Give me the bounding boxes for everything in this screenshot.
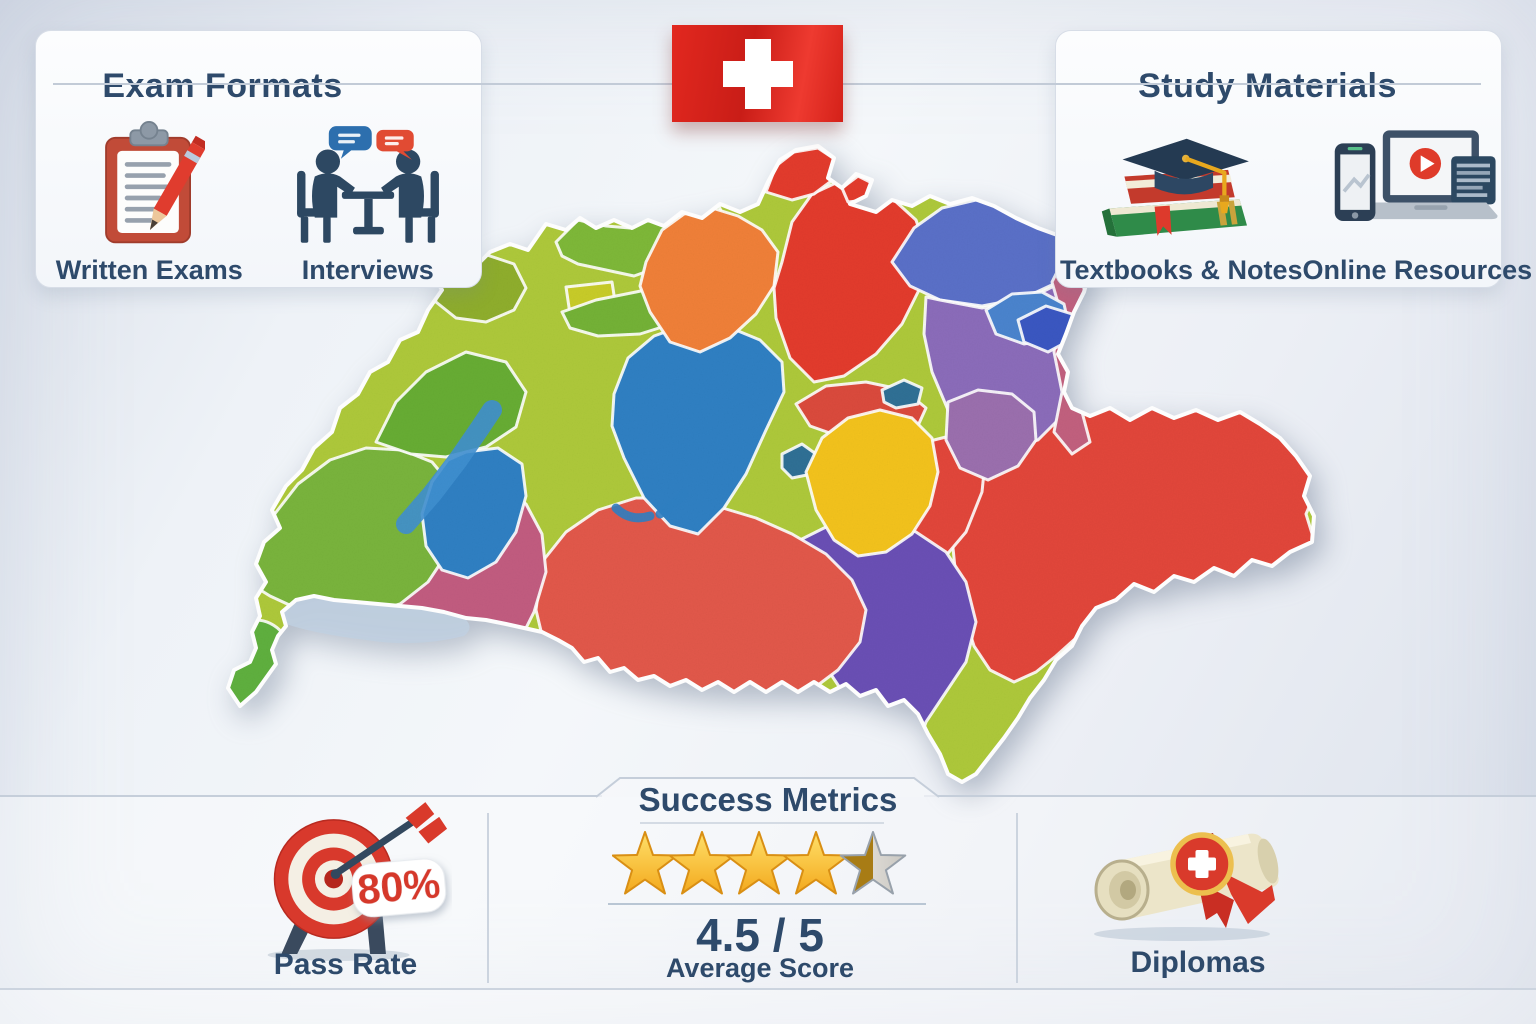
metrics-title: Success Metrics (638, 781, 898, 818)
written-exams-item: Written Exams (40, 121, 259, 286)
metrics-top-line-left (0, 795, 602, 797)
metrics-divider-right (1016, 813, 1018, 983)
metrics-title-underline (640, 822, 884, 824)
study-materials-panel: Study Materials (1055, 30, 1532, 288)
bottom-border-line (0, 988, 1536, 990)
textbooks-item: Textbooks & Notes (1060, 123, 1303, 286)
diplomas-label: Diplomas (1130, 946, 1266, 979)
metrics-divider-left (487, 813, 489, 983)
online-resources-item: Online Resources (1302, 123, 1533, 286)
average-score-label: Average Score (665, 953, 855, 983)
diploma-scroll-icon (1094, 832, 1279, 941)
interviews-item: Interviews (259, 123, 478, 286)
written-exams-label: Written Exams (55, 255, 243, 285)
star-rating (612, 831, 907, 895)
target-arrow-icon: 80% (267, 802, 448, 961)
study-materials-title: Study Materials (1138, 67, 1397, 105)
pass-rate-label: Pass Rate (273, 948, 418, 981)
metrics-tab (596, 777, 940, 798)
stars-underline (608, 903, 926, 905)
interviews-label: Interviews (301, 255, 434, 285)
footer-strip (0, 990, 1536, 1024)
exam-formats-panel: Exam Formats (35, 30, 482, 288)
online-resources-label: Online Resources (1302, 255, 1533, 285)
pass-rate-value: 80% (355, 860, 442, 913)
clipboard-pencil-icon (93, 121, 206, 245)
exam-formats-title: Exam Formats (102, 67, 343, 105)
metrics-section (0, 797, 1536, 988)
devices-video-icon (1329, 123, 1505, 245)
metrics-top-line-right (924, 795, 1536, 797)
books-gradcap-icon (1095, 123, 1267, 245)
textbooks-label: Textbooks & Notes (1060, 255, 1303, 285)
swiss-flag (672, 25, 843, 122)
average-score-value: 4.5 / 5 (696, 909, 824, 961)
interview-people-icon (284, 123, 452, 245)
